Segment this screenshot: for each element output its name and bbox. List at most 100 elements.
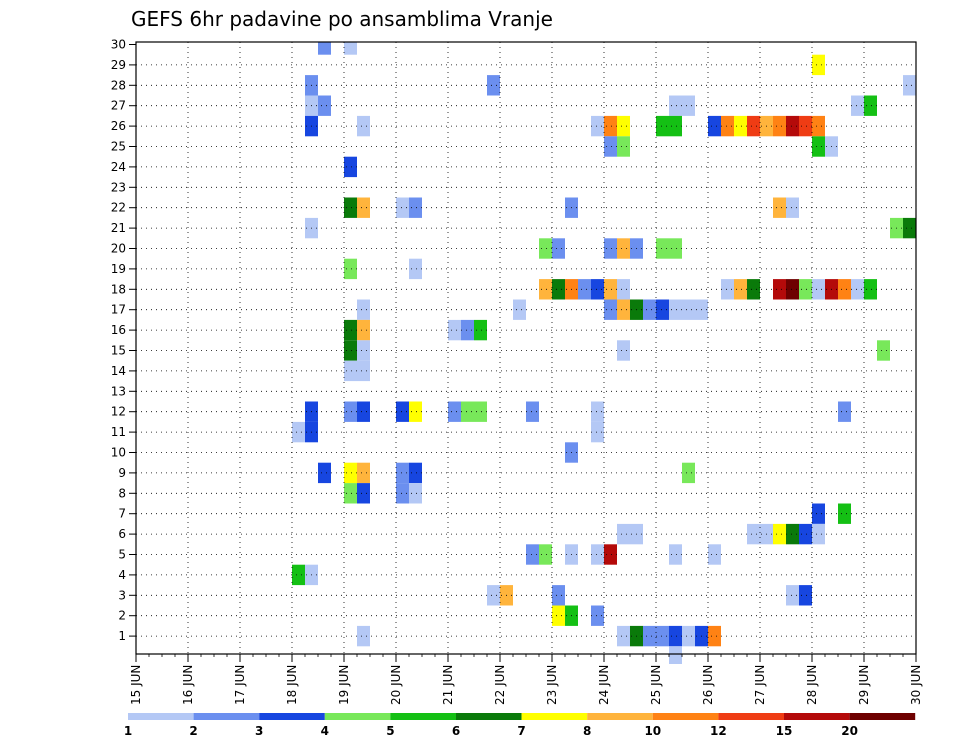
- heatmap-cell: [799, 115, 812, 137]
- heatmap-cell: [656, 115, 669, 137]
- heatmap-cell: [591, 421, 604, 443]
- heatmap-cell: [461, 401, 474, 422]
- heatmap-cell: [747, 115, 760, 137]
- y-tick-label: 16: [111, 323, 126, 337]
- y-tick-label: 24: [111, 160, 126, 174]
- y-tick-label: 15: [111, 344, 126, 358]
- heatmap-cell: [838, 401, 851, 422]
- heatmap-cell: [643, 299, 656, 320]
- heatmap-cell: [474, 319, 487, 341]
- y-tick-label: 26: [111, 119, 126, 133]
- legend-label: 8: [583, 724, 591, 738]
- y-tick-label: 28: [111, 78, 126, 92]
- x-tick-label: 26 JUN: [701, 665, 715, 705]
- heatmap-cell: [409, 462, 422, 484]
- x-tick-label: 19 JUN: [337, 665, 351, 705]
- heatmap-cell: [292, 421, 305, 443]
- legend-swatch: [587, 713, 653, 720]
- heatmap-cell: [786, 197, 799, 218]
- heatmap-cell: [617, 299, 630, 320]
- heatmap-cell: [838, 279, 851, 300]
- y-tick-label: 30: [111, 38, 126, 52]
- heatmap-cell: [604, 544, 617, 565]
- heatmap-cell: [773, 115, 786, 137]
- heatmap-cell: [591, 401, 604, 422]
- y-tick-label: 5: [118, 548, 126, 562]
- x-tick-label: 29 JUN: [857, 665, 871, 705]
- heatmap-cell: [812, 54, 825, 76]
- heatmap-cell: [721, 115, 734, 137]
- y-tick-label: 11: [111, 425, 126, 439]
- heatmap-cell: [812, 115, 825, 137]
- heatmap-cell: [903, 217, 916, 239]
- heatmap-cell: [344, 340, 357, 361]
- heatmap-cell: [552, 585, 565, 606]
- heatmap-cell: [604, 238, 617, 259]
- heatmap-cell: [409, 197, 422, 218]
- heatmap-cell: [669, 625, 682, 647]
- heatmap-cell: [539, 544, 552, 565]
- heatmap-cell: [656, 625, 669, 647]
- y-tick-label: 18: [111, 282, 126, 296]
- y-tick-label: 3: [118, 588, 126, 602]
- y-tick-label: 27: [111, 99, 126, 113]
- heatmap-cell: [682, 625, 695, 647]
- heatmap-cell: [526, 401, 539, 422]
- heatmap-cell: [344, 462, 357, 484]
- heatmap-cell: [773, 197, 786, 218]
- heatmap-cell: [682, 95, 695, 116]
- heatmap-cell: [357, 462, 370, 484]
- heatmap-cell: [669, 115, 682, 137]
- heatmap-cell: [786, 523, 799, 545]
- heatmap-cell: [812, 136, 825, 157]
- heatmap-cell: [617, 136, 630, 157]
- heatmap-cell: [357, 299, 370, 320]
- y-tick-label: 9: [118, 466, 126, 480]
- heatmap-cell: [669, 646, 682, 664]
- legend-label: 3: [255, 724, 263, 738]
- y-axis: 1234567891011121314151617181920212223242…: [111, 38, 136, 643]
- x-tick-label: 27 JUN: [753, 665, 767, 705]
- heatmap-cell: [448, 319, 461, 341]
- heatmap-cell: [851, 279, 864, 300]
- heatmap-cell: [682, 462, 695, 484]
- heatmap-cell: [318, 95, 331, 116]
- y-tick-label: 21: [111, 221, 126, 235]
- legend-label: 12: [710, 724, 727, 738]
- legend-swatch: [652, 713, 719, 720]
- legend-swatch: [390, 713, 456, 720]
- y-tick-label: 6: [118, 527, 126, 541]
- x-tick-label: 22 JUN: [493, 665, 507, 705]
- heatmap-cell: [773, 279, 786, 300]
- x-tick-label: 21 JUN: [441, 665, 455, 705]
- heatmap-cell: [851, 95, 864, 116]
- heatmap-cell: [552, 238, 565, 259]
- heatmap-cell: [448, 401, 461, 422]
- heatmap-cell: [344, 258, 357, 280]
- heatmap-cell: [539, 279, 552, 300]
- legend-label: 15: [776, 724, 793, 738]
- heatmap-cell: [643, 625, 656, 647]
- heatmap-cell: [682, 299, 695, 320]
- legend-swatch: [128, 713, 194, 720]
- legend-label: 2: [189, 724, 197, 738]
- heatmap-cell: [344, 401, 357, 422]
- legend-swatch: [784, 713, 850, 720]
- heatmap-cell: [708, 115, 721, 137]
- color-legend: 1 2 3 4 5 6 7 8 10 12 15 20: [124, 713, 916, 738]
- heatmap-cell: [292, 564, 305, 586]
- y-tick-label: 8: [118, 486, 126, 500]
- legend-swatch: [324, 713, 391, 720]
- heatmap-cell: [864, 95, 877, 116]
- heatmap-cell: [578, 279, 591, 300]
- heatmap-cell: [344, 42, 357, 55]
- heatmap-cell: [409, 483, 422, 504]
- heatmap-cell: [487, 585, 500, 606]
- heatmap-cell: [409, 258, 422, 280]
- heatmap-cell: [838, 503, 851, 524]
- heatmap-cell: [799, 279, 812, 300]
- heatmap-cell: [812, 503, 825, 524]
- heatmap-cell: [357, 625, 370, 647]
- heatmap-cell: [786, 279, 799, 300]
